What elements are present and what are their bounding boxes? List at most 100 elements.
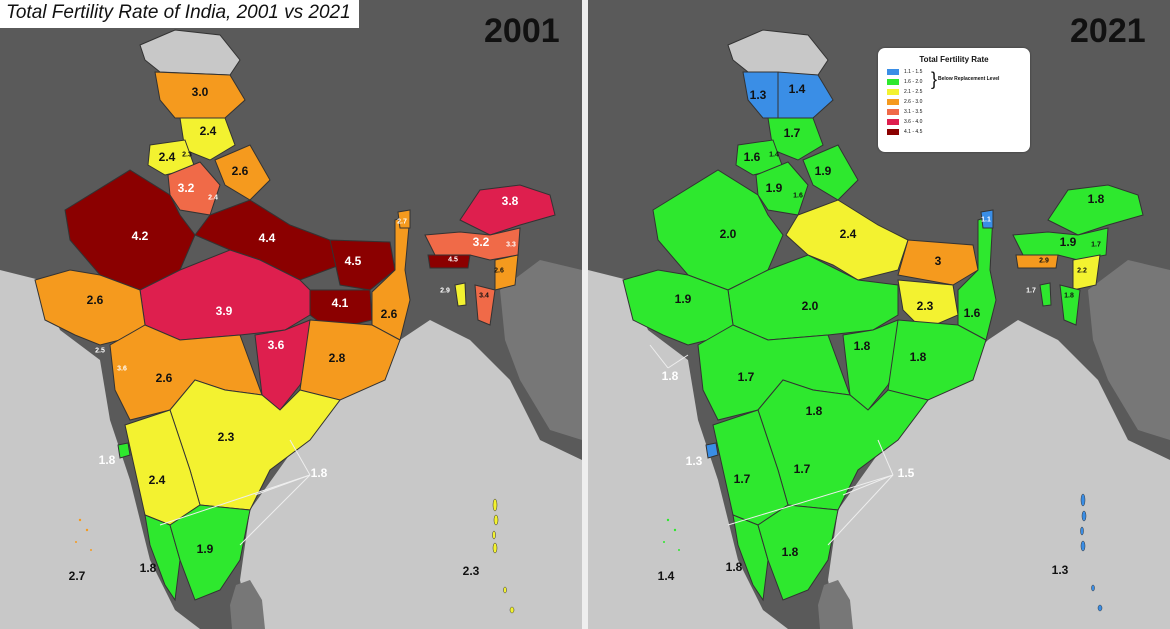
sri-lanka: [230, 580, 265, 629]
legend-range: 1.1 - 1.5: [904, 69, 923, 75]
value-label: 2.5: [95, 347, 105, 355]
state-rajasthan: [652, 169, 784, 291]
state-ladakh: [777, 71, 834, 119]
value-label: 1.8: [781, 545, 799, 559]
arabian-sea: [0, 270, 200, 629]
value-label: 4.2: [131, 229, 149, 243]
value-label: 1.8: [1064, 292, 1074, 300]
leader-lines: [649, 344, 894, 546]
state-mizoram: [474, 284, 496, 326]
value-label: 4.5: [344, 254, 362, 268]
value-label: 1.9: [196, 542, 214, 556]
value-label: 2.4: [839, 227, 857, 241]
state-sikkim: [980, 209, 994, 229]
legend-title: Total Fertility Rate: [919, 55, 989, 64]
value-label: 2.9: [1039, 257, 1049, 265]
andaman-islands: [1080, 493, 1103, 612]
legend-swatch: [887, 99, 899, 105]
value-label: 3.8: [501, 194, 519, 208]
value-label: 2.6: [380, 307, 398, 321]
legend: Total Fertility Rate 1.1 - 1.5 1.6 - 2.0 2…: [878, 48, 1030, 152]
myanmar: [1088, 260, 1170, 440]
state-jharkhand: [897, 279, 959, 331]
state-sikkim: [397, 209, 411, 229]
state-uttarakhand: [214, 144, 271, 201]
state-goa: [117, 442, 131, 459]
state-nagaland-manipur: [494, 254, 519, 291]
value-label: 1.9: [674, 292, 692, 306]
value-label: 2.8: [328, 351, 346, 365]
map-2001: [0, 0, 582, 629]
legend-swatch: [887, 69, 899, 75]
state-uttarakhand: [802, 144, 859, 201]
disputed-kashmir: [727, 29, 829, 76]
value-label: 1.8: [310, 466, 328, 480]
map-panel-2021: 2021 Total Fertility Rate 1.1 - 1.5 1.6 -…: [588, 0, 1170, 629]
value-label: 2.4: [158, 150, 176, 164]
value-label: 1.8: [661, 369, 679, 383]
value-label: 2.3: [217, 430, 235, 444]
state-tripura: [454, 282, 467, 307]
year-label-2021: 2021: [1070, 12, 1146, 50]
value-label: 3.9: [215, 304, 233, 318]
state-meghalaya: [427, 254, 471, 269]
value-label: 1.8: [139, 561, 157, 575]
legend-range: 3.6 - 4.0: [904, 119, 923, 125]
panel-divider: [582, 0, 588, 629]
value-label: 3: [934, 254, 942, 268]
value-label: 4.4: [258, 231, 276, 245]
value-label: 1.7: [733, 472, 751, 486]
value-label: 1.6: [743, 150, 761, 164]
value-label: 1.9: [814, 164, 832, 178]
value-label: 2.3: [462, 564, 480, 578]
state-tamil-nadu: [757, 504, 839, 601]
state-goa: [705, 442, 719, 459]
legend-item: 1.6 - 2.0: [887, 78, 922, 86]
value-label: 2.6: [231, 164, 249, 178]
disputed-kashmir: [139, 29, 241, 76]
value-label: 2.2: [1077, 267, 1087, 275]
value-label: 1.5: [897, 466, 915, 480]
legend-swatch: [887, 119, 899, 125]
value-label: 1.7: [1091, 241, 1101, 249]
legend-range: 1.6 - 2.0: [904, 79, 923, 85]
value-label: 2.0: [801, 299, 819, 313]
value-label: 2.3: [182, 151, 192, 159]
value-label: 2.7: [68, 569, 86, 583]
value-label: 2.6: [155, 371, 173, 385]
map-2021: [588, 0, 1170, 629]
legend-range: 2.1 - 2.5: [904, 89, 923, 95]
value-label: 2.4: [148, 473, 166, 487]
state-bihar: [329, 239, 396, 291]
arabian-sea: [588, 270, 788, 629]
legend-range: 4.1 - 4.5: [904, 129, 923, 135]
legend-brace: }: [931, 69, 938, 89]
value-label: 3.2: [472, 235, 490, 249]
state-bihar: [897, 239, 979, 286]
legend-range: 3.1 - 3.5: [904, 109, 923, 115]
value-label: 1.8: [853, 339, 871, 353]
state-uttar-pradesh: [785, 199, 909, 281]
legend-item: 3.1 - 3.5: [887, 108, 922, 116]
value-label: 3.2: [177, 181, 195, 195]
state-uttar-pradesh: [194, 199, 341, 281]
value-label: 1.4: [788, 82, 806, 96]
myanmar: [500, 260, 582, 440]
value-label: 1.8: [909, 350, 927, 364]
value-label: 1.8: [805, 404, 823, 418]
value-label: 3.0: [191, 85, 209, 99]
sri-lanka: [818, 580, 853, 629]
legend-swatch: [887, 129, 899, 135]
chart-title: Total Fertility Rate of India, 2001 vs 2…: [0, 0, 359, 28]
map-panel-2001: Total Fertility Rate of India, 2001 vs 2…: [0, 0, 582, 629]
state-mizoram: [1059, 284, 1081, 326]
value-label: 1.1: [981, 216, 991, 224]
lakshadweep-islands: [663, 518, 680, 551]
value-label: 1.3: [1051, 563, 1069, 577]
state-nagaland-manipur: [1072, 254, 1101, 291]
value-label: 1.6: [963, 306, 981, 320]
value-label: 2.6: [494, 267, 504, 275]
legend-swatch: [887, 109, 899, 115]
andaman-islands: [492, 498, 515, 614]
bay-of-bengal: [828, 320, 1170, 629]
